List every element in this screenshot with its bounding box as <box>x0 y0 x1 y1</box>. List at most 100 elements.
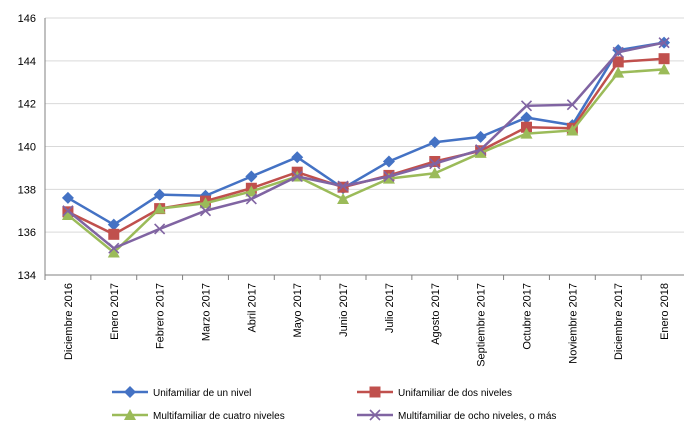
y-tick-label: 134 <box>18 270 36 282</box>
x-tick-label: Febrero 2017 <box>155 283 167 349</box>
data-point <box>428 167 441 179</box>
data-point <box>61 191 74 204</box>
x-tick-label: Agosto 2017 <box>430 283 442 345</box>
data-point <box>428 136 441 149</box>
series-line <box>67 68 665 255</box>
legend-item: Multifamiliar de cuatro niveles <box>112 409 285 421</box>
data-point <box>566 124 579 136</box>
data-point <box>612 46 624 58</box>
legend-item: Multifamiliar de ocho niveles, o más <box>357 409 556 421</box>
x-tick-label: Julio 2017 <box>384 283 396 333</box>
legend: Unifamiliar de un nivel Unifamiliar de do… <box>112 386 556 421</box>
series-3 <box>61 63 671 258</box>
data-point-stroke <box>566 99 578 111</box>
data-point <box>107 218 120 231</box>
legend-label: Multifamiliar de ocho niveles, o más <box>398 411 556 421</box>
data-point-stroke <box>199 205 212 217</box>
data-point <box>369 409 381 421</box>
x-tick-label: Enero 2017 <box>109 283 121 340</box>
data-point <box>429 158 441 170</box>
x-tick-label: Abril 2017 <box>246 283 258 333</box>
y-tick-label: 146 <box>18 13 36 25</box>
series-1 <box>61 36 671 231</box>
data-point-stroke <box>475 144 487 156</box>
data-point <box>245 185 258 197</box>
data-point <box>520 111 533 124</box>
data-point <box>612 44 625 57</box>
x-tick-label: Octubre 2017 <box>522 283 534 350</box>
data-point <box>382 155 395 168</box>
data-point-stroke <box>154 223 166 235</box>
data-point-stroke <box>291 170 303 183</box>
data-point <box>566 99 578 111</box>
x-tick-label: Diciembre 2017 <box>613 283 625 360</box>
data-point-stroke <box>245 193 257 205</box>
x-tick-label: Enero 2018 <box>659 283 671 340</box>
data-point <box>291 170 303 183</box>
data-point <box>474 146 487 158</box>
data-point <box>62 205 74 217</box>
data-point <box>382 172 395 184</box>
x-tick-label: Diciembre 2016 <box>63 283 75 360</box>
data-point <box>245 193 257 205</box>
x-tick-label: Marzo 2017 <box>201 283 213 341</box>
data-point <box>199 197 212 209</box>
legend-label: Multifamiliar de cuatro niveles <box>153 411 285 421</box>
x-tick-label: Noviembre 2017 <box>567 283 579 364</box>
data-point <box>107 246 120 258</box>
y-axis-tick-labels: 134 136 138 140 142 144 146 <box>18 13 36 282</box>
series-line <box>67 41 665 227</box>
data-point <box>61 209 74 221</box>
data-point <box>429 155 441 167</box>
legend-item: Unifamiliar de dos niveles <box>357 386 512 399</box>
data-point-stroke <box>337 180 349 192</box>
data-point <box>520 127 533 139</box>
axes <box>44 18 684 280</box>
data-point <box>475 144 487 156</box>
y-tick-label: 140 <box>18 142 36 154</box>
data-point <box>245 170 258 183</box>
data-point <box>153 202 166 214</box>
series-lines <box>61 36 671 258</box>
data-point <box>474 130 487 143</box>
data-point <box>612 56 624 68</box>
data-point <box>108 242 120 254</box>
series-line <box>67 41 665 250</box>
legend-label: Unifamiliar de dos niveles <box>398 388 512 399</box>
y-tick-label: 136 <box>18 227 36 239</box>
y-tick-label: 142 <box>18 99 36 111</box>
data-point <box>153 188 166 201</box>
data-point <box>124 386 136 398</box>
data-point <box>658 37 670 49</box>
data-point <box>383 170 395 183</box>
data-point <box>520 100 533 112</box>
data-point <box>658 53 670 65</box>
data-point <box>124 409 136 420</box>
legend-label: Unifamiliar de un nivel <box>153 388 251 399</box>
data-point <box>154 223 166 235</box>
data-point-stroke <box>612 46 624 58</box>
x-tick-label: Junio 2017 <box>338 283 350 337</box>
x-tick-label: Mayo 2017 <box>292 283 304 337</box>
data-point <box>521 121 532 133</box>
data-point <box>291 151 304 164</box>
data-point <box>658 63 671 75</box>
data-point-stroke <box>108 242 120 254</box>
y-tick-label: 144 <box>18 56 36 68</box>
legend-item: Unifamiliar de un nivel <box>112 386 251 399</box>
x-tick-label: Septiembre 2017 <box>476 283 488 367</box>
x-axis-tick-labels: Diciembre 2016 Enero 2017 Febrero 2017 Marz… <box>63 283 671 367</box>
data-point-stroke <box>520 100 533 112</box>
series-4 <box>62 37 670 254</box>
data-point <box>369 386 381 398</box>
data-point <box>199 205 212 217</box>
data-point-stroke <box>383 170 395 183</box>
data-point <box>612 66 625 78</box>
data-point <box>337 192 350 204</box>
data-point-stroke <box>369 409 381 421</box>
data-point <box>108 228 120 240</box>
data-point-stroke <box>62 205 74 217</box>
y-tick-label: 138 <box>18 184 36 196</box>
data-point-stroke <box>658 37 670 49</box>
